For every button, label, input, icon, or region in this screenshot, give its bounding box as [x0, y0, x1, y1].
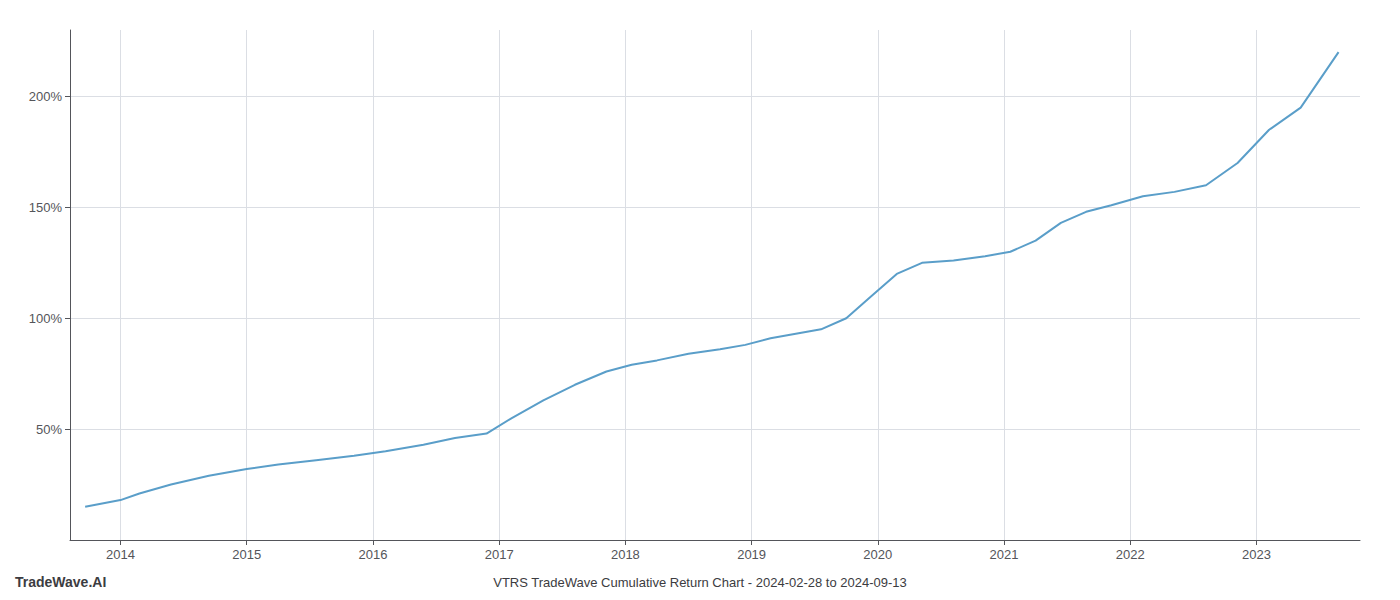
svg-text:2022: 2022: [1116, 547, 1145, 562]
svg-text:2014: 2014: [106, 547, 135, 562]
svg-text:2023: 2023: [1242, 547, 1271, 562]
svg-text:VTRS TradeWave Cumulative Retu: VTRS TradeWave Cumulative Return Chart -…: [493, 575, 907, 590]
svg-text:100%: 100%: [29, 311, 63, 326]
svg-text:50%: 50%: [36, 422, 62, 437]
svg-text:2020: 2020: [863, 547, 892, 562]
svg-text:2019: 2019: [737, 547, 766, 562]
svg-text:150%: 150%: [29, 200, 63, 215]
svg-text:2015: 2015: [232, 547, 261, 562]
svg-text:2021: 2021: [990, 547, 1019, 562]
svg-text:200%: 200%: [29, 89, 63, 104]
svg-text:2017: 2017: [485, 547, 514, 562]
svg-text:TradeWave.AI: TradeWave.AI: [15, 574, 106, 590]
svg-text:2018: 2018: [611, 547, 640, 562]
svg-text:2016: 2016: [358, 547, 387, 562]
